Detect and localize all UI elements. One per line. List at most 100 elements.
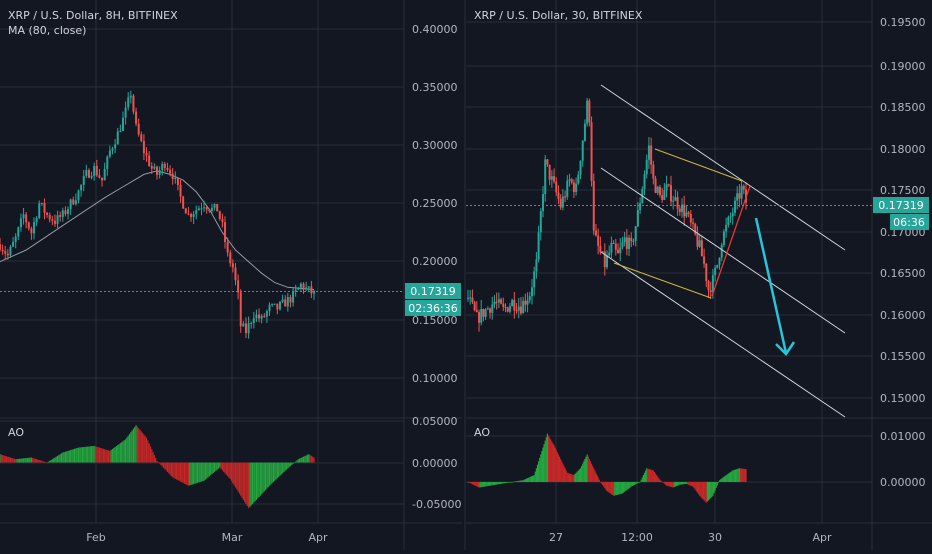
right-ao-bar-84 xyxy=(560,459,562,482)
left-time-tick-1: Mar xyxy=(222,531,243,544)
left-candle-body-15 xyxy=(38,203,41,218)
left-ao-bar-235 xyxy=(306,454,309,463)
left-ao-bar-201 xyxy=(262,462,264,493)
left-ao-bar-45 xyxy=(58,455,60,463)
right-ao-bar-28 xyxy=(498,482,500,485)
right-candle-body-31 xyxy=(535,259,538,272)
left-ao-bar-176 xyxy=(229,462,231,480)
right-ao-bar-45 xyxy=(517,481,519,482)
left-ao-bar-92 xyxy=(119,443,121,463)
left-candle-body-118 xyxy=(307,286,310,288)
right-ao-bar-248 xyxy=(740,468,743,482)
left-ao-bar-224 xyxy=(292,462,294,464)
right-ao-bar-109 xyxy=(587,456,589,482)
left-ao-bar-163 xyxy=(212,462,214,474)
left-ao-bar-96 xyxy=(125,439,127,463)
left-ao-axis[interactable]: 0.05000 0.00000 -0.05000 xyxy=(412,415,461,511)
right-ao-bar-2 xyxy=(469,482,471,484)
left-candle-body-32 xyxy=(82,176,85,186)
left-ao-bar-62 xyxy=(80,447,82,463)
channel-mid-line[interactable] xyxy=(600,167,846,334)
right-ao-bar-178 xyxy=(663,482,665,484)
left-ao-bar-95 xyxy=(123,440,125,463)
right-candle-body-95 xyxy=(676,197,679,209)
right-ao-axis[interactable]: 0.01000 0.00000 xyxy=(880,430,926,489)
left-candle-body-48 xyxy=(124,107,127,118)
channel-upper-line[interactable] xyxy=(600,84,846,251)
right-ao-bar-175 xyxy=(660,480,662,482)
right-ao-bar-76 xyxy=(551,441,553,482)
left-time-axis[interactable]: Feb Mar Apr xyxy=(86,531,328,544)
wedge-upper-line[interactable] xyxy=(654,148,743,182)
left-candle-body-13 xyxy=(33,222,36,234)
right-time-axis[interactable]: 27 12:00 30 Apr xyxy=(549,531,832,544)
left-candle-body-99 xyxy=(258,314,261,319)
right-ao-bar-190 xyxy=(677,482,679,486)
left-ao-bar-223 xyxy=(291,462,293,465)
left-ao-label[interactable]: AO xyxy=(8,426,24,439)
left-ao-bar-130 xyxy=(169,462,171,475)
left-candle-body-14 xyxy=(35,217,38,223)
left-ao-bar-58 xyxy=(75,448,77,463)
right-ao-bar-246 xyxy=(738,468,740,482)
right-ao-bar-101 xyxy=(578,469,581,482)
right-ao-bar-164 xyxy=(648,468,650,482)
left-ao-bar-178 xyxy=(232,462,234,484)
left-chart-title[interactable]: XRP / U.S. Dollar, 8H, BITFINEX xyxy=(8,9,178,22)
right-ao-bar-153 xyxy=(636,482,638,484)
right-candle-body-85 xyxy=(654,178,657,193)
right-chart-title[interactable]: XRP / U.S. Dollar, 30, BITFINEX xyxy=(474,9,643,22)
left-ao-bar-61 xyxy=(79,447,81,463)
right-chart-panel[interactable]: 0.195000.190000.185000.180000.175000.170… xyxy=(466,0,932,550)
left-price-axis[interactable]: 0.40000 0.35000 0.30000 0.25000 0.20000 0.150… xyxy=(412,23,458,385)
left-ao-bar-104 xyxy=(135,425,137,463)
right-candle-body-100 xyxy=(687,212,690,215)
left-ao-bar-172 xyxy=(224,462,226,474)
left-candle-body-105 xyxy=(273,303,276,305)
right-ao-bar-21 xyxy=(490,482,492,486)
left-ao-bar-88 xyxy=(114,447,116,463)
right-ao-bar-161 xyxy=(645,470,647,482)
wedge-lower-line[interactable] xyxy=(613,262,712,299)
left-ao-bar-77 xyxy=(100,447,102,463)
right-ao-label[interactable]: AO xyxy=(474,426,490,439)
right-ao-bar-70 xyxy=(544,440,546,482)
right-price-axis[interactable]: 0.195000.190000.185000.180000.175000.170… xyxy=(880,16,926,405)
breakout-line[interactable] xyxy=(711,185,751,297)
right-ao-bar-15 xyxy=(483,482,486,487)
right-ao-bar-120 xyxy=(599,482,601,483)
right-ao-bar-210 xyxy=(699,482,701,496)
left-ao-bar-155 xyxy=(202,462,204,482)
left-ma-label[interactable]: MA (80, close) xyxy=(8,24,86,37)
right-ao-bar-150 xyxy=(632,482,635,486)
left-ao-bar-35 xyxy=(45,462,47,463)
right-ao-bar-75 xyxy=(550,439,552,482)
left-ao-bar-86 xyxy=(111,448,114,463)
right-ao-bar-243 xyxy=(735,469,737,482)
channel-lower-line[interactable] xyxy=(600,251,846,418)
right-candle-body-34 xyxy=(542,194,545,212)
left-candle-body-25 xyxy=(64,210,67,214)
left-candle-body-30 xyxy=(77,190,80,201)
forecast-arrow[interactable] xyxy=(754,217,788,354)
right-ao-bar-57 xyxy=(530,476,532,482)
left-candle-body-56 xyxy=(145,153,148,156)
right-drawings[interactable] xyxy=(600,84,846,418)
left-candle-body-12 xyxy=(30,228,33,234)
right-ao-bar-68 xyxy=(542,447,544,482)
right-candle-body-27 xyxy=(526,300,529,305)
right-ao-bar-83 xyxy=(558,456,561,482)
left-candle-body-0 xyxy=(0,244,1,250)
right-candle-body-74 xyxy=(630,237,633,242)
right-ao-bar-55 xyxy=(528,477,530,482)
left-candle-body-95 xyxy=(247,323,250,334)
left-candle-body-63 xyxy=(163,163,166,168)
right-ao-bar-52 xyxy=(524,479,526,482)
right-candle-body-66 xyxy=(612,243,615,245)
left-ao-bar-212 xyxy=(276,462,278,479)
left-ao-bar-140 xyxy=(182,462,184,483)
left-ao-bar-55 xyxy=(71,449,73,463)
right-candle-body-23 xyxy=(517,306,520,311)
left-chart-panel[interactable]: 0.40000 0.35000 0.30000 0.25000 0.20000 0.150… xyxy=(0,0,464,550)
